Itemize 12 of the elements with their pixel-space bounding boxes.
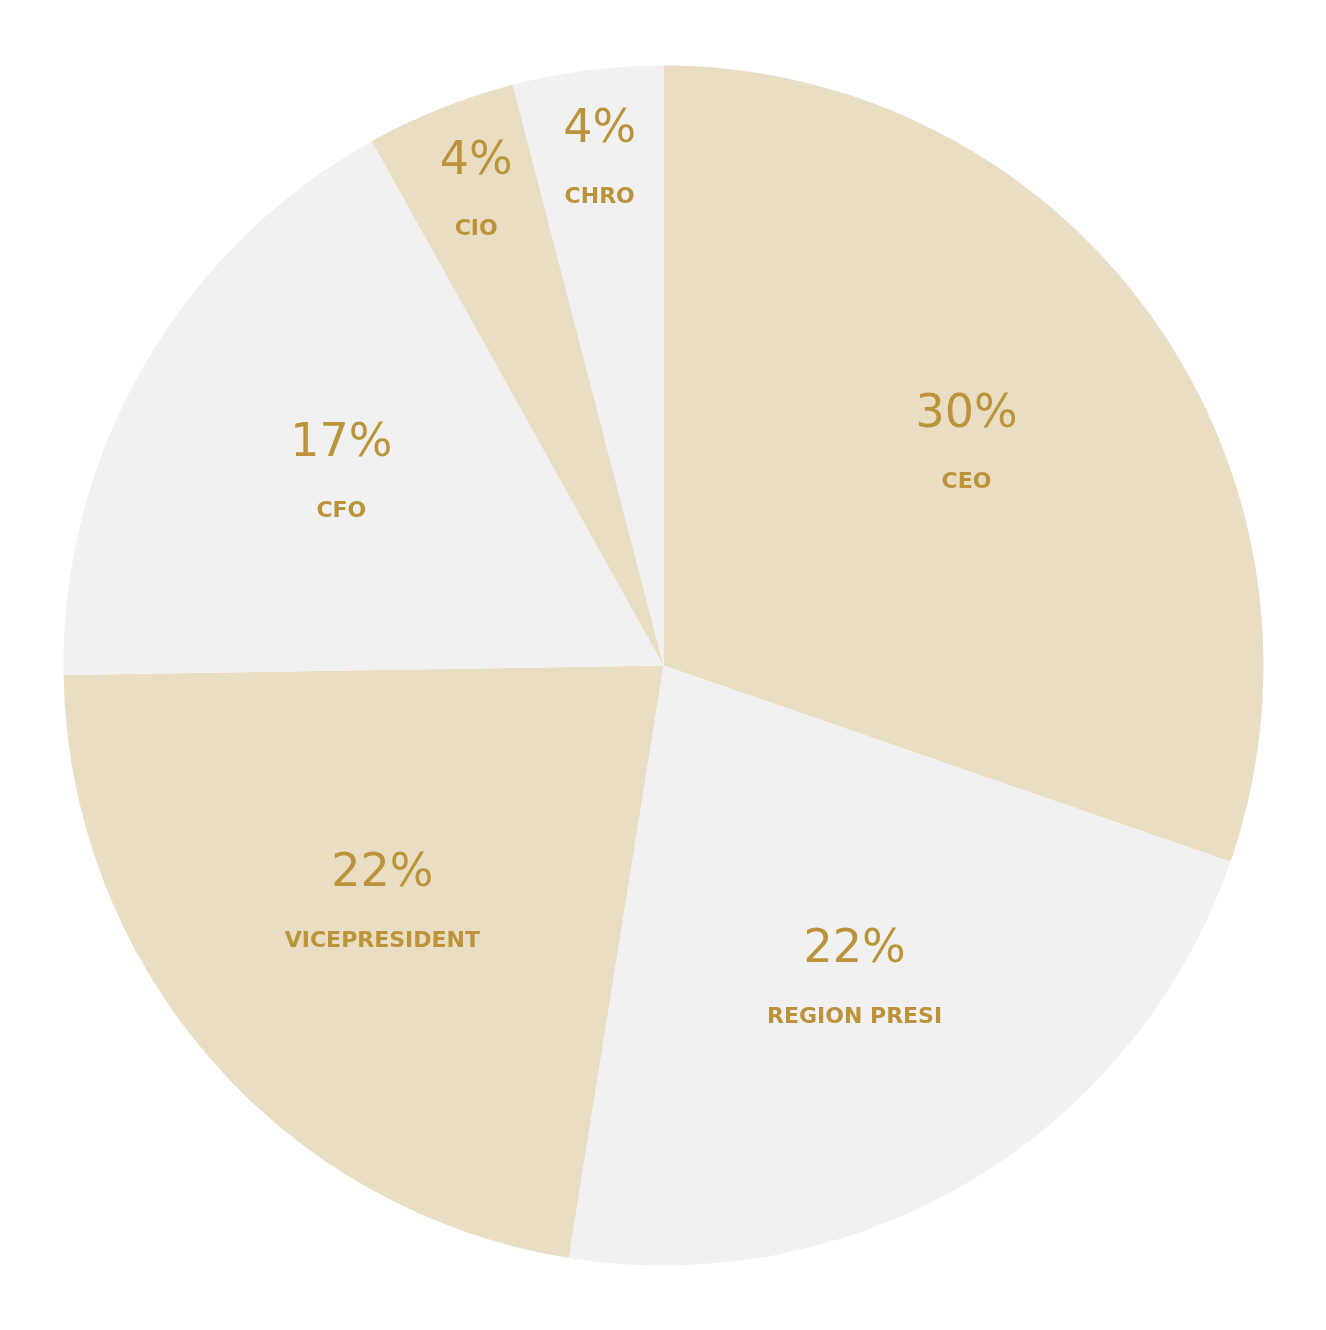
data-label: 22% xyxy=(331,843,434,898)
slice-label: CFO xyxy=(316,497,367,523)
data-label: 4% xyxy=(439,131,513,186)
slice-label: CIO xyxy=(454,215,498,241)
data-label: 4% xyxy=(563,99,637,154)
slice-label: VICEPRESIDENT xyxy=(284,927,480,953)
slice-label: CEO xyxy=(941,467,992,493)
slice-label: CHRO xyxy=(564,183,635,209)
data-label: 17% xyxy=(290,413,393,468)
data-label: 30% xyxy=(915,383,1018,438)
data-label: 22% xyxy=(803,918,906,973)
slice-label: REGION PRESI xyxy=(767,1002,943,1028)
